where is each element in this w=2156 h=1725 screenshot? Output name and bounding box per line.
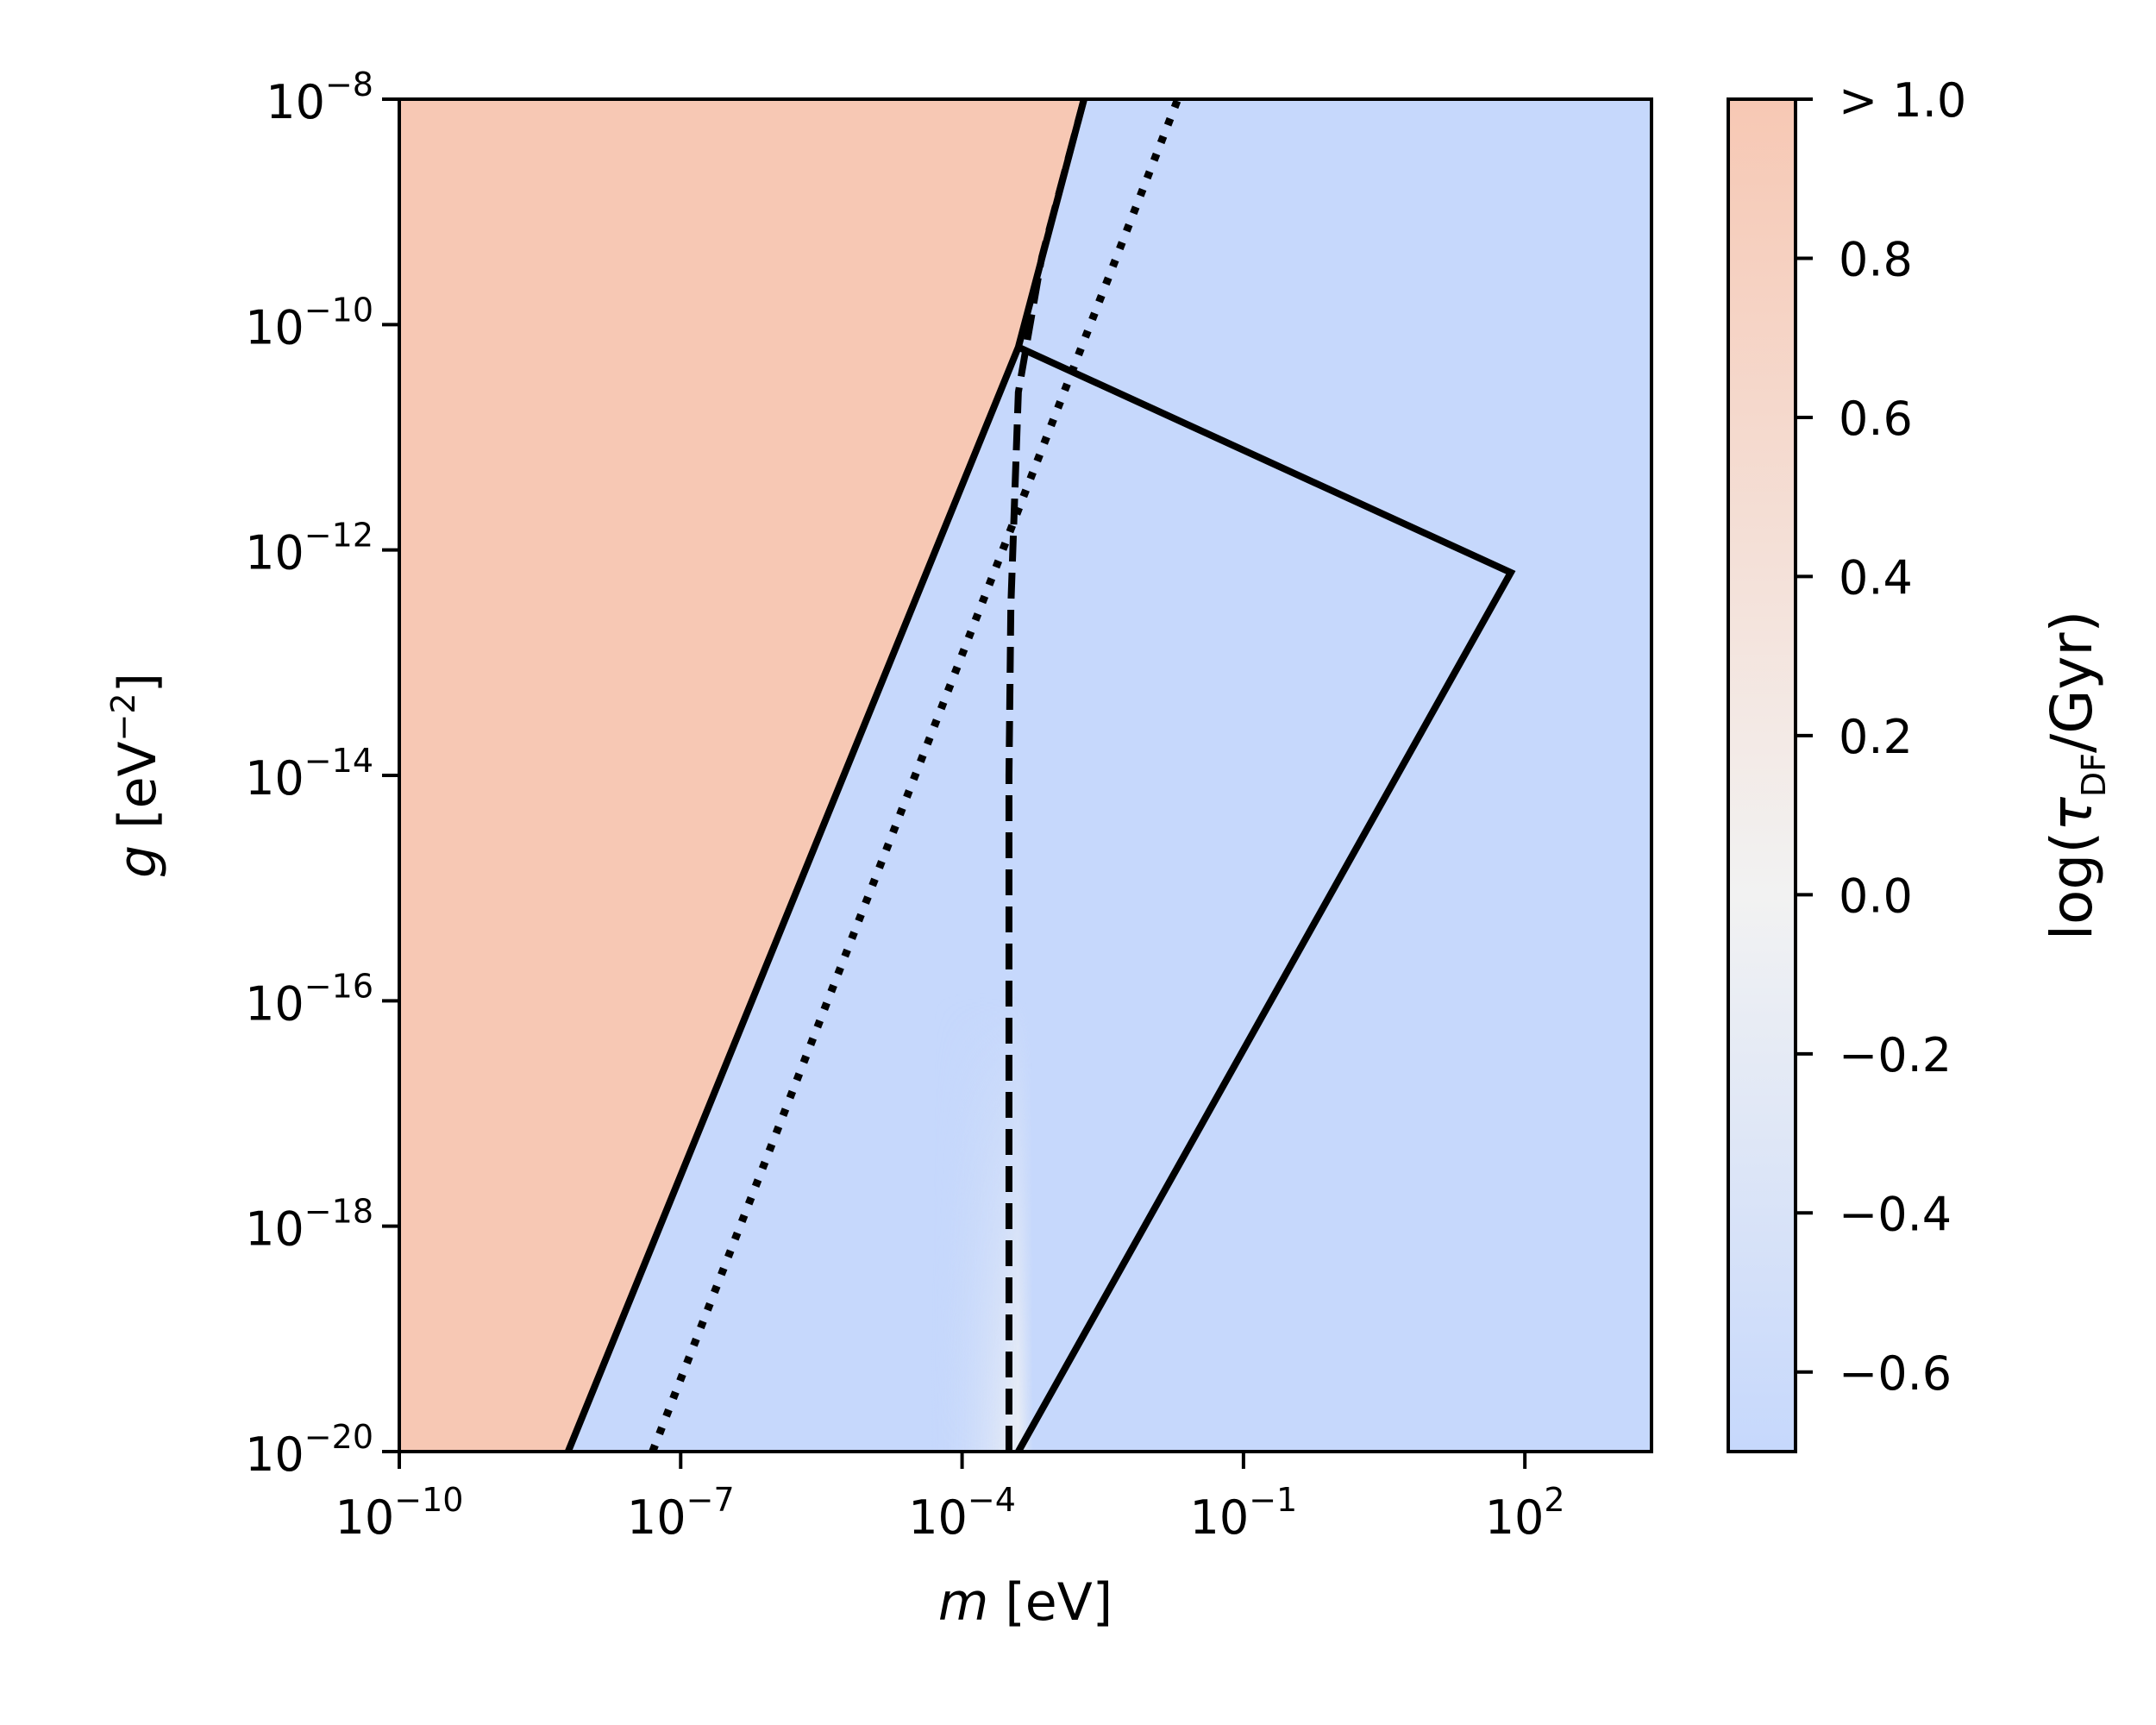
colorbar-tick-label: 0.6	[1839, 392, 1913, 446]
colorbar-tick-label: 0.2	[1839, 710, 1913, 764]
colorbar	[1727, 97, 1797, 1453]
colorbar-tick-label: −0.4	[1839, 1187, 1952, 1241]
line-dotted-3	[649, 99, 1181, 1452]
y-tick-label: 10−20	[245, 1418, 373, 1482]
y-tick-label: 10−12	[245, 517, 373, 580]
y-axis-ticks: 10−8 10−10 10−12 10−14 10−16 10−18 10−20	[245, 66, 399, 1482]
x-tick-label: 10−10	[335, 1481, 464, 1545]
colorbar-label: log(τDF/Gyr)	[2039, 611, 2113, 941]
colorbar-tick-label: 0.0	[1839, 869, 1913, 923]
colorbar-tick-label: 0.4	[1839, 550, 1913, 605]
x-tick-label: 10−1	[1190, 1481, 1298, 1545]
transition-strip	[931, 992, 1033, 1452]
colorbar-tick-label: 0.8	[1839, 232, 1913, 286]
x-tick-label: 102	[1485, 1481, 1565, 1545]
colorbar-ticks: > 1.0 0.8 0.6 0.4 0.2 0.0 −0.2 −0.4 −0.6	[1796, 73, 1966, 1401]
colorbar-tick-label: −0.2	[1839, 1028, 1952, 1082]
y-axis-label: g [eV−2]	[104, 673, 168, 878]
x-tick-label: 10−4	[908, 1481, 1016, 1545]
boundary-lines	[565, 99, 1516, 1452]
y-tick-label: 10−14	[245, 742, 373, 806]
line-solid-1	[1015, 343, 1516, 1452]
high-value-region	[399, 99, 1084, 1452]
line-dashed-2	[1005, 99, 1087, 1452]
colorbar-tick-label: > 1.0	[1839, 73, 1966, 128]
y-tick-label: 10−18	[245, 1193, 373, 1257]
x-axis-label: m [eV]	[938, 1572, 1112, 1633]
y-tick-label: 10−8	[266, 66, 373, 129]
x-tick-label: 10−7	[627, 1481, 735, 1545]
colorbar-tick-label: −0.6	[1839, 1346, 1952, 1401]
x-axis-ticks: 10−10 10−7 10−4 10−1 102	[335, 1452, 1565, 1545]
y-tick-label: 10−16	[245, 967, 373, 1031]
plot-area	[399, 99, 1651, 1452]
y-tick-label: 10−10	[245, 291, 373, 354]
